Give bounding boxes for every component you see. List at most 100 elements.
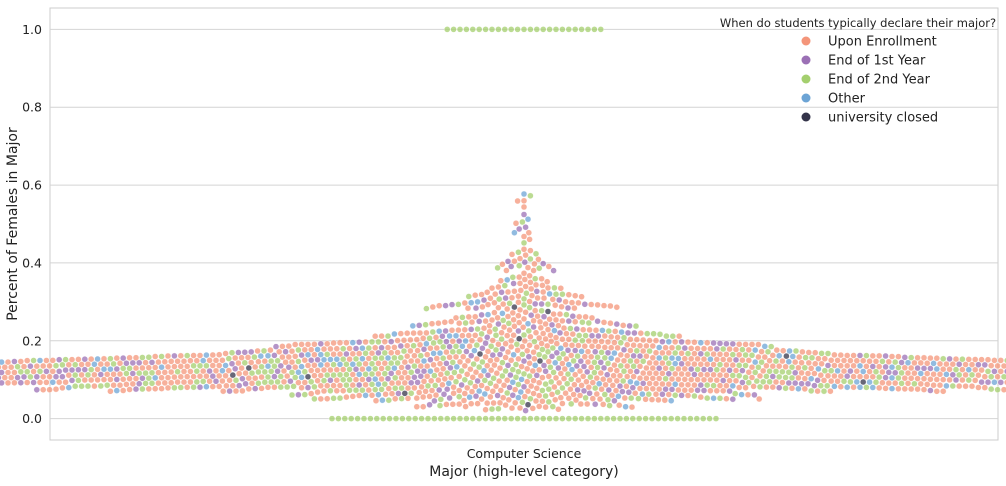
swarm-point bbox=[656, 375, 663, 382]
swarm-point bbox=[408, 379, 415, 386]
swarm-point bbox=[568, 342, 576, 349]
swarm-point bbox=[573, 325, 580, 333]
swarm-point bbox=[464, 357, 472, 364]
swarm-point bbox=[482, 26, 489, 33]
swarm-point bbox=[542, 320, 549, 328]
swarm-point bbox=[552, 302, 559, 309]
swarm-point bbox=[652, 337, 660, 344]
swarm-point bbox=[235, 359, 242, 367]
swarm-point bbox=[591, 359, 598, 366]
swarm-point bbox=[704, 361, 711, 368]
swarm-point bbox=[4, 369, 12, 376]
swarm-point bbox=[400, 347, 408, 355]
swarm-point bbox=[585, 384, 592, 391]
swarm-point bbox=[537, 324, 544, 331]
swarm-point bbox=[650, 330, 657, 337]
swarm-point bbox=[119, 376, 127, 383]
swarm-point bbox=[304, 384, 312, 391]
swarm-point bbox=[536, 357, 544, 365]
swarm-point bbox=[341, 415, 348, 422]
swarm-point bbox=[267, 346, 274, 354]
swarm-point bbox=[501, 26, 508, 33]
swarm-point bbox=[788, 374, 796, 382]
swarm-point bbox=[521, 276, 528, 283]
swarm-point bbox=[994, 362, 1001, 370]
swarm-point bbox=[572, 26, 579, 33]
swarm-point bbox=[428, 377, 435, 384]
swarm-point bbox=[476, 387, 483, 395]
swarm-point bbox=[528, 285, 535, 293]
swarm-point bbox=[190, 352, 197, 359]
swarm-point bbox=[933, 388, 940, 395]
swarm-point bbox=[56, 356, 63, 363]
swarm-point bbox=[248, 380, 256, 387]
swarm-point bbox=[736, 351, 743, 358]
swarm-point bbox=[464, 305, 472, 312]
swarm-point bbox=[401, 369, 408, 376]
swarm-point bbox=[193, 378, 201, 386]
swarm-point bbox=[75, 377, 82, 384]
swarm-point bbox=[381, 370, 388, 377]
swarm-point bbox=[94, 376, 101, 384]
swarm-point bbox=[630, 342, 637, 349]
swarm-point bbox=[611, 339, 618, 346]
swarm-point bbox=[611, 361, 618, 369]
swarm-point bbox=[52, 386, 60, 393]
swarm-point bbox=[426, 393, 433, 400]
swarm-point bbox=[397, 330, 404, 337]
swarm-point bbox=[372, 375, 379, 383]
swarm-point bbox=[123, 381, 130, 388]
swarm-point bbox=[620, 322, 627, 329]
swarm-point bbox=[584, 26, 592, 33]
swarm-point bbox=[898, 369, 905, 377]
y-tick-label: 0.6 bbox=[22, 178, 42, 193]
swarm-point bbox=[817, 382, 824, 389]
swarm-point bbox=[753, 377, 760, 385]
swarm-point bbox=[468, 299, 475, 306]
swarm-point bbox=[563, 330, 570, 337]
swarm-point bbox=[729, 396, 736, 403]
swarm-point bbox=[640, 347, 647, 355]
swarm-point bbox=[617, 362, 624, 370]
swarm-point bbox=[572, 292, 579, 299]
swarm-point bbox=[4, 379, 12, 387]
swarm-point bbox=[499, 345, 506, 353]
swarm-point bbox=[652, 380, 660, 387]
swarm-point bbox=[785, 369, 792, 376]
swarm-point bbox=[672, 349, 679, 357]
swarm-point bbox=[155, 358, 162, 366]
swarm-point bbox=[78, 383, 85, 390]
swarm-point bbox=[542, 380, 549, 388]
swarm-point bbox=[164, 363, 172, 371]
swarm-point bbox=[446, 332, 453, 340]
swarm-point bbox=[527, 255, 534, 263]
swarm-point bbox=[517, 287, 524, 294]
swarm-point bbox=[448, 318, 455, 325]
swarm-point bbox=[411, 384, 418, 392]
swarm-point bbox=[512, 361, 520, 368]
swarm-point bbox=[435, 320, 442, 327]
swarm-point bbox=[627, 347, 634, 354]
swarm-point bbox=[739, 346, 746, 353]
swarm-point bbox=[568, 376, 575, 383]
swarm-point bbox=[584, 348, 592, 355]
swarm-point bbox=[593, 390, 600, 398]
swarm-point bbox=[529, 405, 536, 412]
swarm-point bbox=[392, 395, 399, 402]
swarm-point bbox=[649, 342, 656, 350]
swarm-point bbox=[540, 415, 547, 422]
swarm-point bbox=[792, 369, 799, 376]
swarm-point bbox=[869, 384, 876, 391]
swarm-point bbox=[943, 382, 950, 390]
swarm-point bbox=[524, 320, 532, 327]
swarm-point bbox=[645, 391, 652, 398]
swarm-point bbox=[385, 385, 392, 392]
swarm-point bbox=[219, 377, 226, 385]
swarm-point bbox=[436, 328, 443, 335]
swarm-point bbox=[697, 393, 704, 401]
swarm-point bbox=[119, 365, 127, 372]
swarm-point bbox=[636, 342, 644, 349]
swarm-point bbox=[565, 291, 572, 298]
swarm-point bbox=[320, 345, 328, 353]
swarm-point bbox=[49, 368, 56, 375]
